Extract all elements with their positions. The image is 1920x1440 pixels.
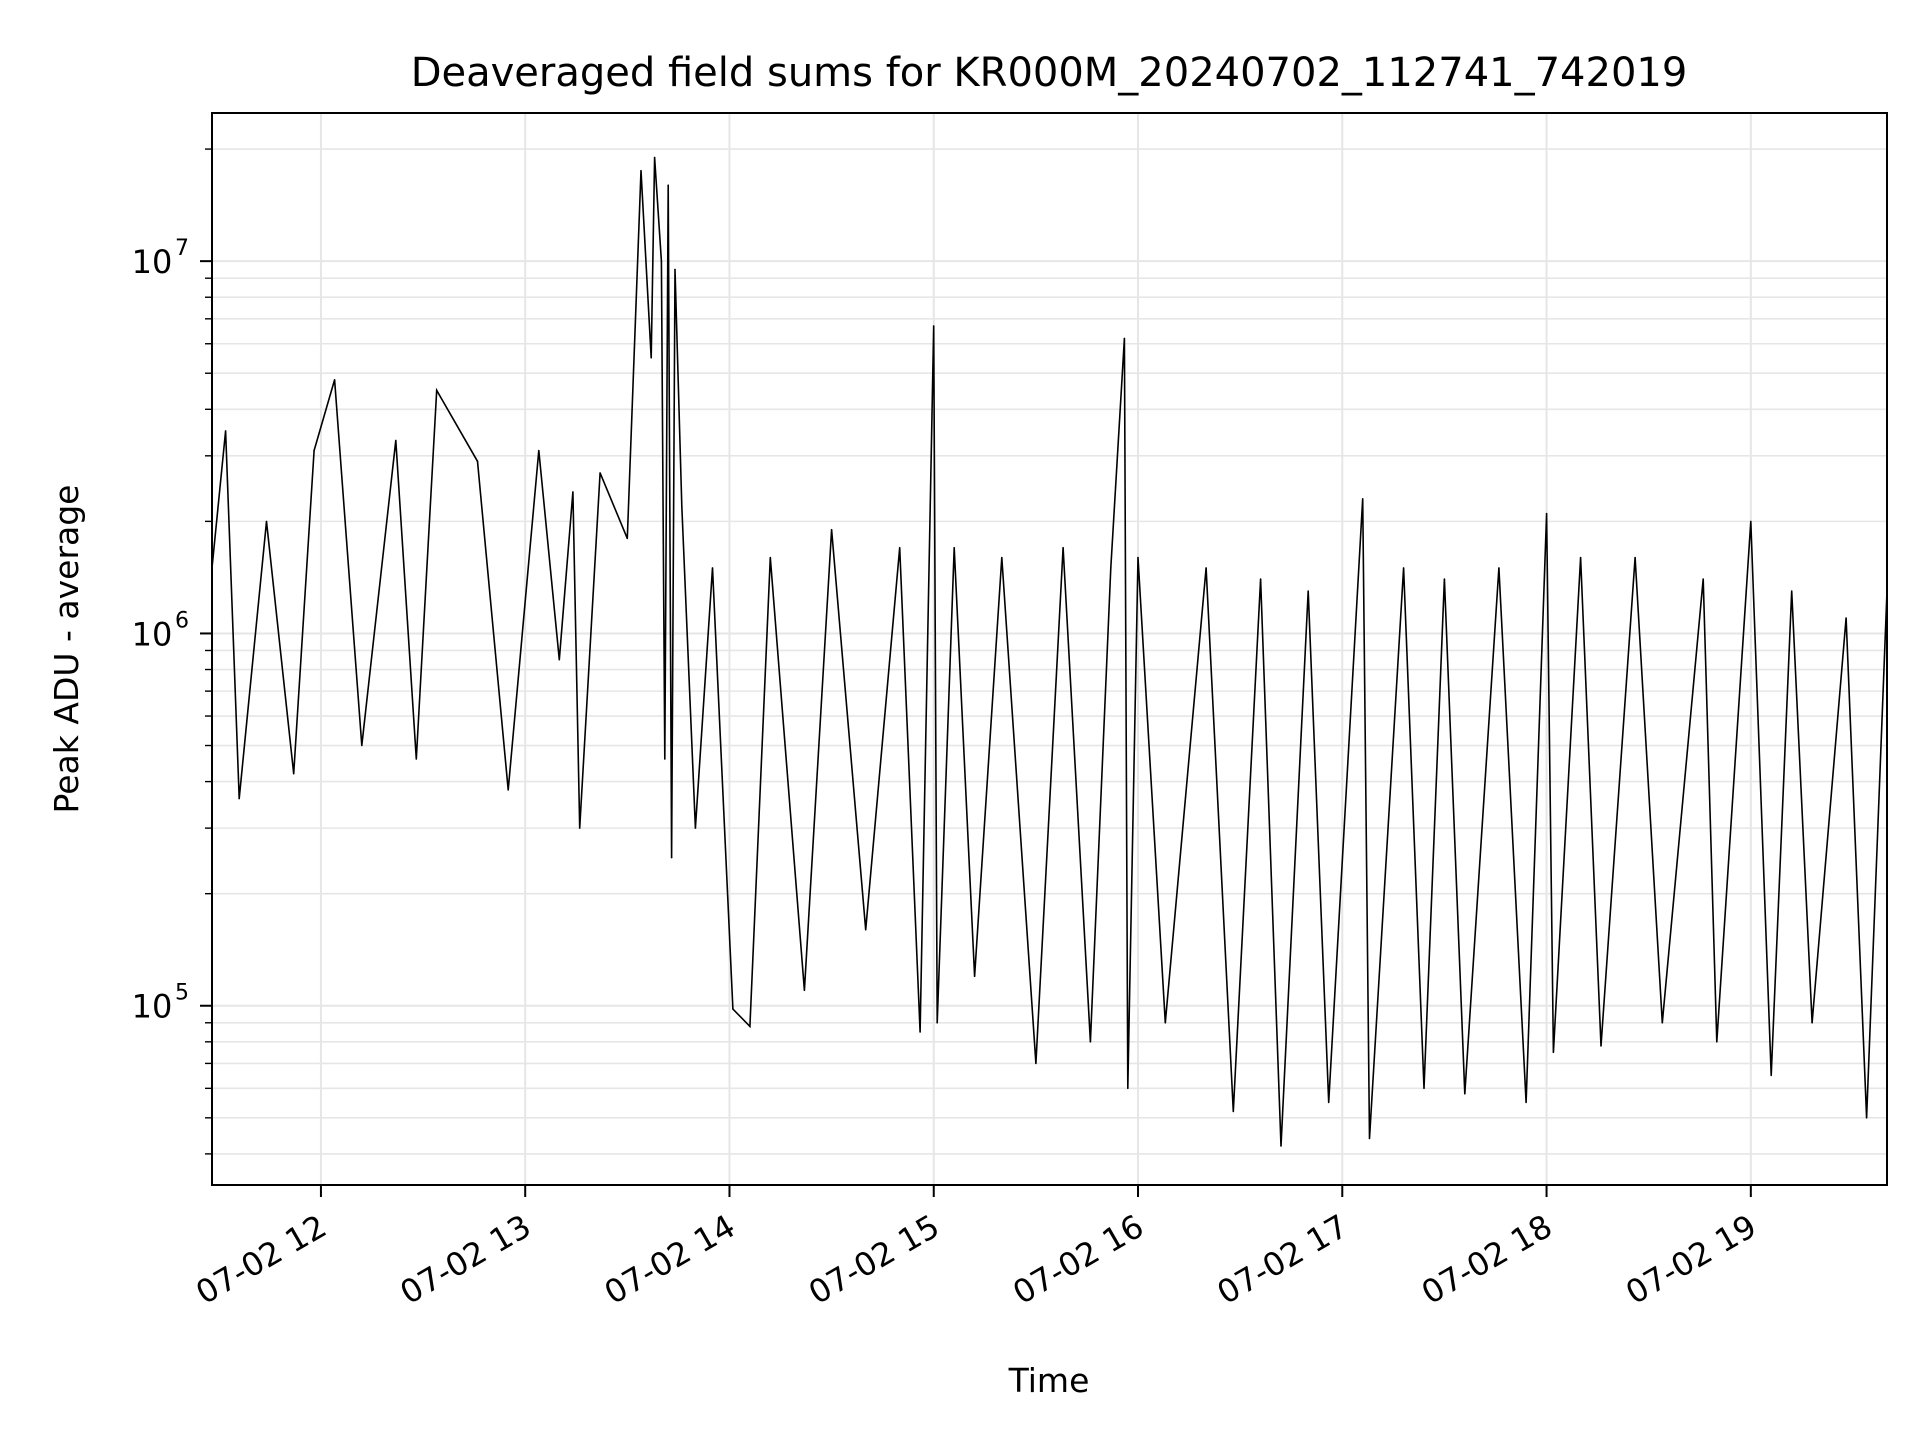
data-point [664,758,666,760]
data-point [1035,1062,1037,1065]
data-point [953,546,955,549]
data-point [224,430,227,432]
chart-title: Deaveraged field sums for KR000M_2024070… [411,50,1688,96]
data-point [1464,1093,1466,1095]
data-point [936,1022,938,1024]
data-point [1259,578,1262,580]
data-point [1307,590,1309,592]
data-point [660,260,663,263]
data-point [640,169,642,172]
data-point [333,379,336,381]
data-point [1702,578,1704,580]
data-point [1545,512,1548,515]
data-point [599,472,601,474]
data-point [476,460,479,463]
data-point [653,156,656,159]
data-point [1865,1117,1868,1119]
data-point [1137,556,1139,559]
data-point [578,827,581,829]
data-point [507,789,510,791]
y-tick-label: 10 [132,615,173,653]
data-point [973,975,976,978]
y-tick-label: 10 [132,988,173,1026]
data-point [674,268,676,271]
data-point [1634,556,1636,559]
x-axis-label: Time [1008,1361,1090,1400]
data-point [1661,1022,1664,1024]
data-point [1361,498,1364,500]
data-point [650,357,652,359]
data-point [1845,617,1847,619]
data-point [1280,1145,1282,1147]
data-point [558,658,561,661]
data-point [1110,567,1112,569]
data-point [1327,1101,1330,1104]
data-point [1402,567,1405,569]
data-point [1770,1074,1772,1077]
data-point [932,325,935,327]
data-point [1164,1022,1167,1024]
series-line [212,157,1887,1147]
data-point [1811,1022,1813,1024]
y-tick-exponent: 6 [175,608,189,633]
data-point [1750,520,1752,523]
y-axis-label: Peak ADU - average [47,485,86,814]
y-tick-label: 10 [132,243,173,281]
data-point [395,439,397,442]
grid-layer [212,113,1887,1185]
data-point [265,520,268,523]
data-point [711,567,714,569]
data-point [1062,546,1064,549]
data-point [1232,1110,1235,1113]
data-point [769,556,772,559]
data-point [538,449,540,452]
data-point [694,827,697,829]
data-point [1205,567,1207,569]
data-point [238,797,240,800]
data-point [732,1008,734,1010]
data-point [1123,337,1126,340]
data-point [898,546,901,549]
data-point [1368,1137,1371,1140]
data-point [1443,578,1446,580]
data-point [1423,1087,1425,1090]
data-point [864,929,867,931]
data-point [313,449,315,452]
data-point [670,856,673,859]
data-point [667,184,669,186]
data-point [435,389,438,392]
data-point [361,744,363,747]
data-point [1498,567,1500,569]
data-point [919,1031,921,1033]
data-point [415,758,418,760]
data-point [1790,590,1793,592]
data-point [1600,1045,1602,1047]
data-point [749,1025,751,1028]
y-tick-exponent: 7 [175,236,189,261]
data-point [1525,1101,1527,1104]
data-point [292,772,295,775]
data-point [803,989,806,992]
data-point [1552,1051,1555,1054]
series-layer [212,156,1887,1147]
data-point [1089,1041,1092,1043]
data-point [1579,556,1582,559]
data-point [1127,1087,1129,1090]
plot-frame [211,112,1888,1186]
data-point [681,505,683,507]
data-point [572,491,574,493]
y-tick-exponent: 5 [175,981,189,1006]
data-point [830,528,833,531]
data-point [626,537,629,540]
data-point [1716,1041,1718,1043]
data-point [1001,556,1003,559]
